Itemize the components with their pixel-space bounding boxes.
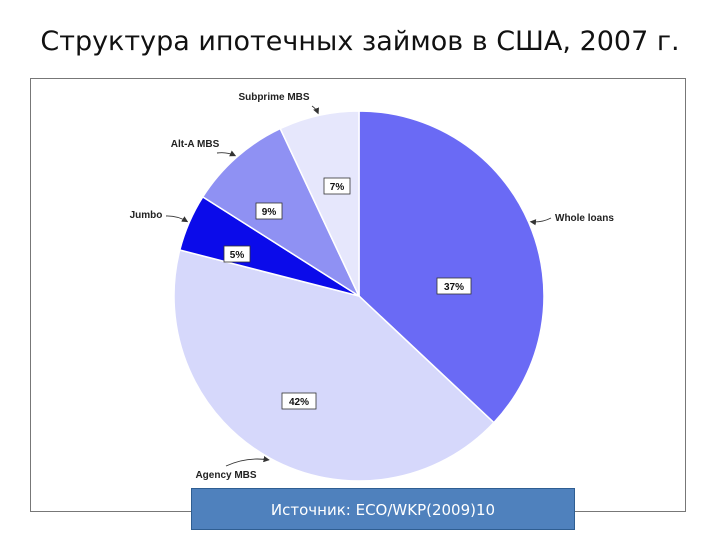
slide-title: Структура ипотечных займов в США, 2007 г… — [40, 26, 680, 57]
value-label-box — [323, 177, 351, 195]
value-label-box — [436, 277, 472, 295]
category-label: Subprime MBS — [238, 92, 309, 103]
leader-line — [529, 217, 552, 226]
category-label: Alt-A MBS — [171, 139, 220, 150]
leader-line — [225, 455, 270, 467]
pie-slice-subprime-mbs — [279, 110, 360, 297]
category-label: Whole loans — [555, 213, 614, 224]
leader-line — [165, 215, 189, 223]
value-label-box — [281, 392, 317, 410]
value-label-box — [255, 202, 283, 220]
leader-line — [216, 150, 237, 157]
value-label: 37% — [444, 282, 464, 293]
category-label: Agency MBS — [195, 470, 256, 481]
value-label-box — [223, 245, 251, 263]
category-label: Jumbo — [130, 210, 163, 221]
value-label: 7% — [330, 182, 345, 193]
value-label: 42% — [289, 397, 309, 408]
pie-slice-whole-loans — [358, 110, 545, 424]
value-label: 9% — [262, 207, 277, 218]
pie-slice-agency-mbs — [173, 249, 495, 482]
source-box: Источник: ECO/WKP(2009)10 — [191, 488, 575, 530]
value-label: 5% — [230, 250, 245, 261]
leader-line — [311, 105, 319, 115]
